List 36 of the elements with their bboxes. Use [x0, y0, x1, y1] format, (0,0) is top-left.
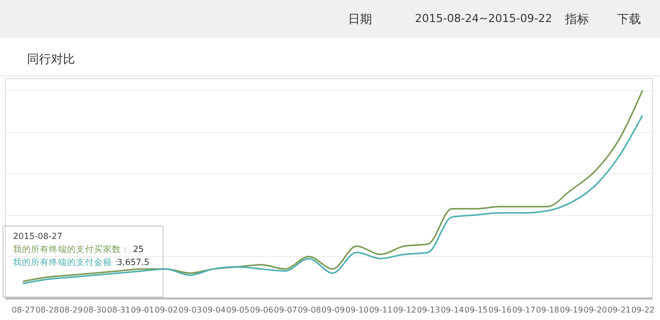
- series-label: 我的所有终端的支付买家数：: [13, 244, 130, 255]
- x-tick-label: 09-16: [488, 306, 512, 314]
- annotation: 25: [133, 245, 144, 255]
- x-tick-label: 09-02: [154, 306, 178, 314]
- x-tick-label: 08-28: [36, 306, 59, 314]
- x-tick-label: 09-14: [440, 306, 464, 314]
- x-tick-label: 09-22: [631, 306, 655, 314]
- x-tick-label: 09-11: [369, 306, 392, 314]
- x-tick-label: 08-30: [83, 306, 106, 314]
- text: 下载: [617, 12, 641, 26]
- annotation: 2015-08-27: [13, 232, 62, 242]
- x-tick-label: 09-17: [512, 306, 536, 314]
- x-tick-label: 09-19: [560, 306, 584, 314]
- text: 指标: [564, 12, 589, 26]
- x-tick-label: 09-13: [416, 306, 440, 314]
- x-tick-label: 09-18: [536, 306, 560, 314]
- x-tick-label: 09-10: [345, 306, 369, 314]
- x-tick-label: 09-07: [274, 306, 298, 314]
- x-tick-label: 09-03: [178, 306, 202, 314]
- text: 2015-08-24~2015-09-22: [415, 12, 552, 25]
- x-tick-label: 09-09: [322, 306, 345, 314]
- text: 同行对比: [27, 52, 75, 66]
- x-tick-label: 09-12: [393, 306, 416, 314]
- x-tick-label: 09-05: [226, 306, 250, 314]
- x-tick-label: 08-31: [107, 306, 130, 314]
- x-tick-label: 09-21: [608, 306, 631, 314]
- x-tick-label: 09-01: [130, 306, 154, 314]
- x-tick-label: 08-27: [12, 306, 35, 314]
- x-tick-label: 09-06: [250, 306, 274, 314]
- annotation: 3,657.5: [117, 258, 150, 268]
- x-tick-label: 09-15: [464, 306, 488, 314]
- text: 日期: [348, 12, 372, 26]
- x-tick-label: 08-29: [59, 306, 83, 314]
- x-tick-label: 09-08: [298, 306, 321, 314]
- x-tick-label: 09-04: [202, 306, 226, 314]
- x-tick-label: 09-20: [584, 306, 607, 314]
